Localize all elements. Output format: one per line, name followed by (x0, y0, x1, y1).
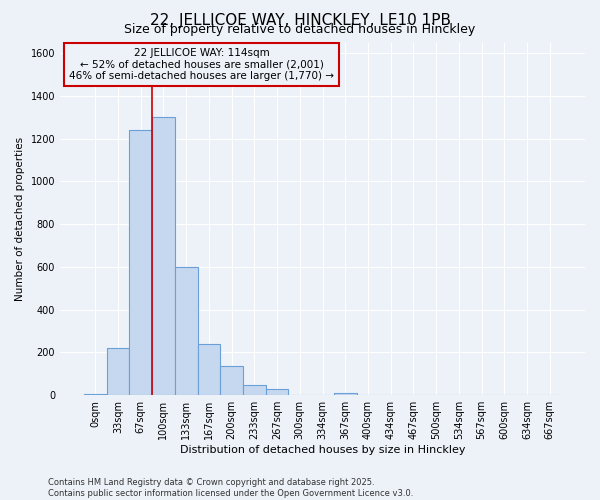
Y-axis label: Number of detached properties: Number of detached properties (15, 137, 25, 301)
Text: 22 JELLICOE WAY: 114sqm
← 52% of detached houses are smaller (2,001)
46% of semi: 22 JELLICOE WAY: 114sqm ← 52% of detache… (69, 48, 334, 81)
Bar (130, 130, 152, 395)
Bar (107, 348, 130, 395)
Bar (266, 389, 289, 395)
Text: 22, JELLICOE WAY, HINCKLEY, LE10 1PB: 22, JELLICOE WAY, HINCKLEY, LE10 1PB (149, 12, 451, 28)
X-axis label: Distribution of detached houses by size in Hinckley: Distribution of detached houses by size … (180, 445, 465, 455)
Bar (243, 384, 266, 395)
Bar (152, 118, 175, 395)
Text: Contains HM Land Registry data © Crown copyright and database right 2025.
Contai: Contains HM Land Registry data © Crown c… (48, 478, 413, 498)
Bar (175, 267, 197, 395)
Bar (220, 366, 243, 395)
Text: Size of property relative to detached houses in Hinckley: Size of property relative to detached ho… (124, 22, 476, 36)
Bar (84, 394, 107, 395)
Bar (334, 393, 356, 395)
Bar (197, 344, 220, 395)
